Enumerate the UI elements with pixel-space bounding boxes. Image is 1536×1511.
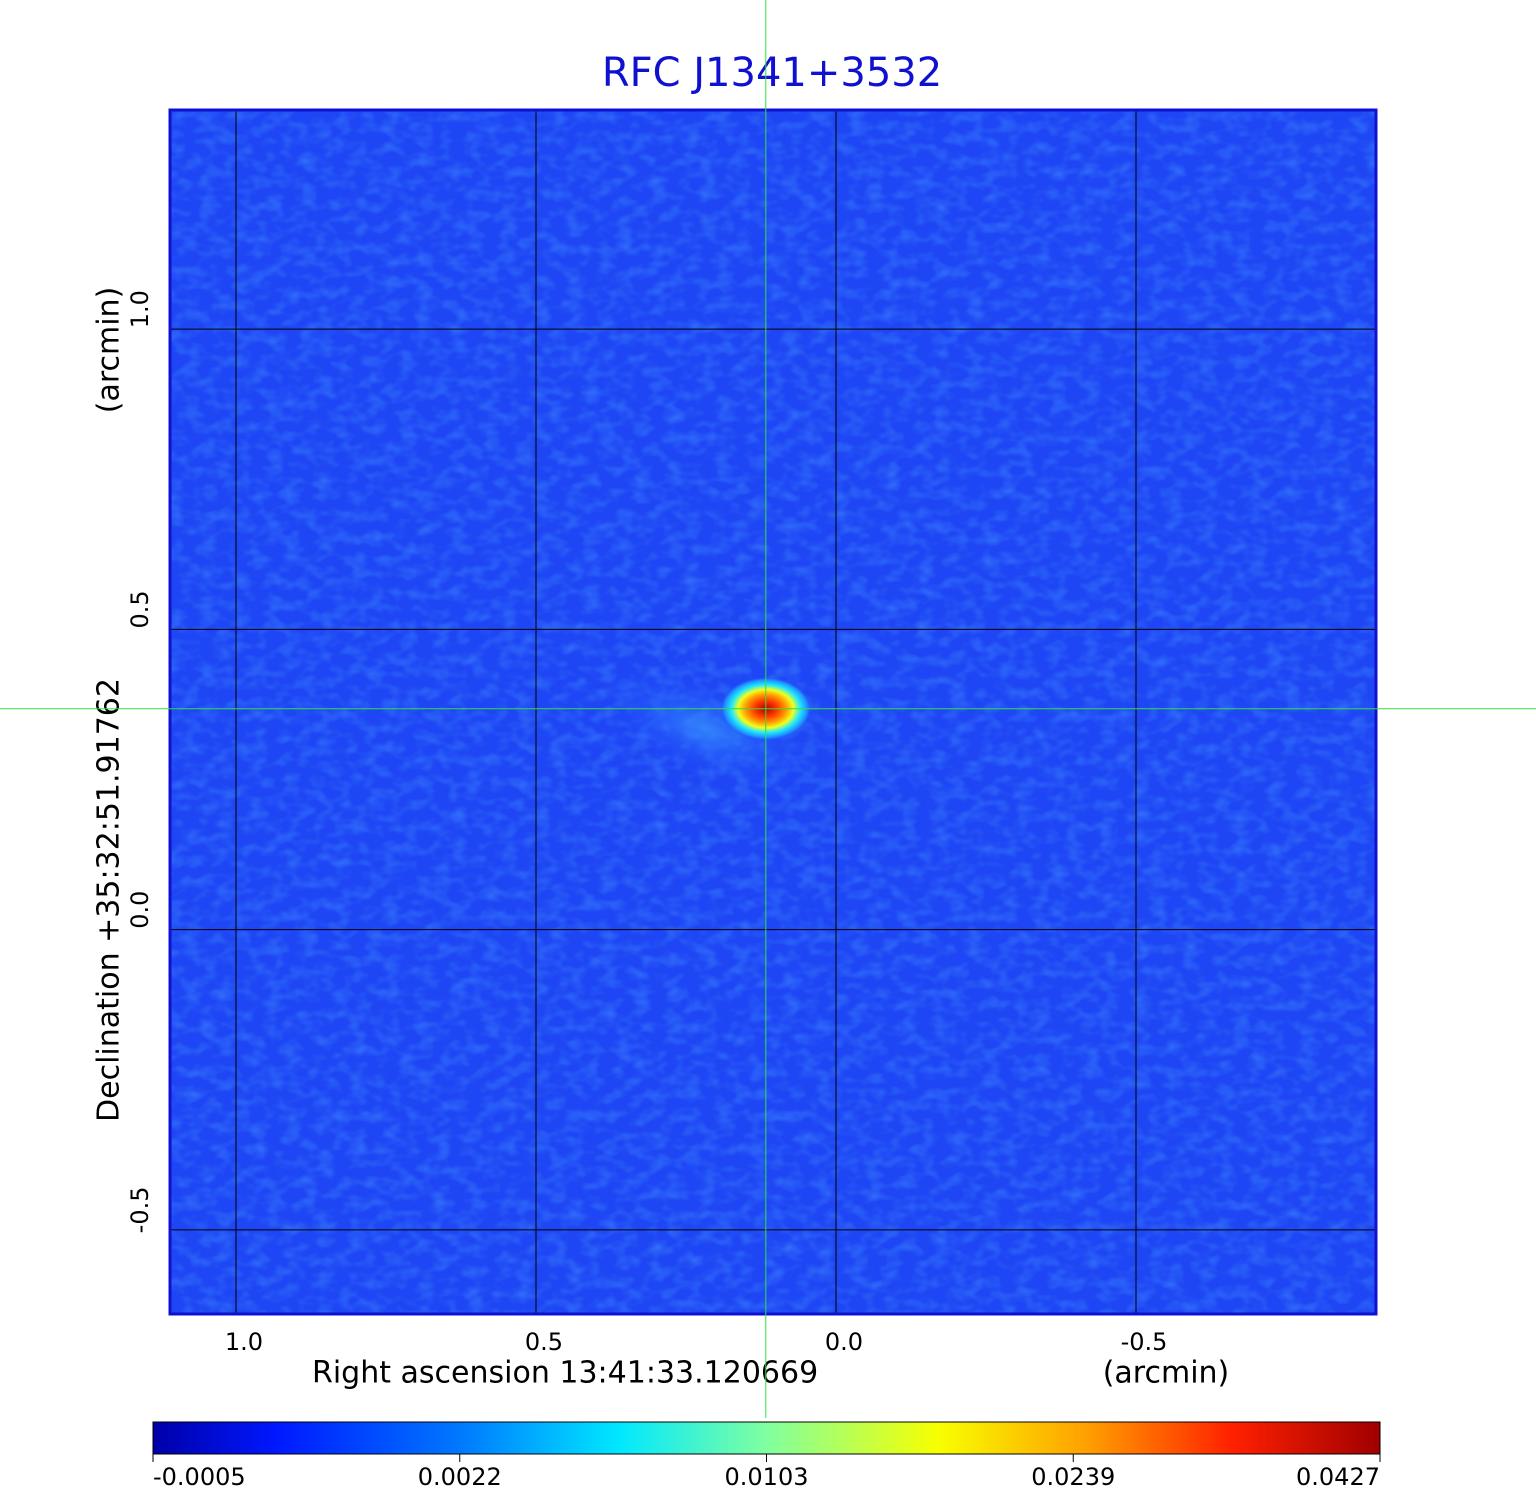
y-tick-label: 0.5 (126, 590, 154, 628)
x-tick-label: 0.0 (825, 1328, 863, 1356)
source-halo (601, 672, 811, 786)
y-tick-label: -0.5 (126, 1187, 154, 1234)
chart-title: RFC J1341+3532 (602, 50, 942, 96)
y-axis-label: Declination +35:32:51.91762 (92, 678, 127, 1122)
colorbar-tick-label: 0.0022 (418, 1463, 502, 1491)
x-tick-label: 1.0 (225, 1328, 263, 1356)
y-tick-label: 0.0 (126, 891, 154, 929)
x-tick-label: -0.5 (1121, 1328, 1168, 1356)
plot-frame (168, 108, 1378, 1316)
colorbar-tick-label: -0.0005 (153, 1463, 246, 1491)
colorbar-tick-label: 0.0427 (1296, 1463, 1380, 1491)
x-tick-label: 0.5 (525, 1328, 563, 1356)
colorbar-tick-label: 0.0103 (725, 1463, 809, 1491)
y-axis-unit: (arcmin) (92, 287, 127, 414)
x-axis-label: Right ascension 13:41:33.120669 (312, 1356, 818, 1391)
colorbar-tick-label: 0.0239 (1031, 1463, 1115, 1491)
y-tick-label: 1.0 (126, 290, 154, 328)
colorbar (152, 1421, 1381, 1455)
x-axis-unit: (arcmin) (1103, 1356, 1230, 1391)
